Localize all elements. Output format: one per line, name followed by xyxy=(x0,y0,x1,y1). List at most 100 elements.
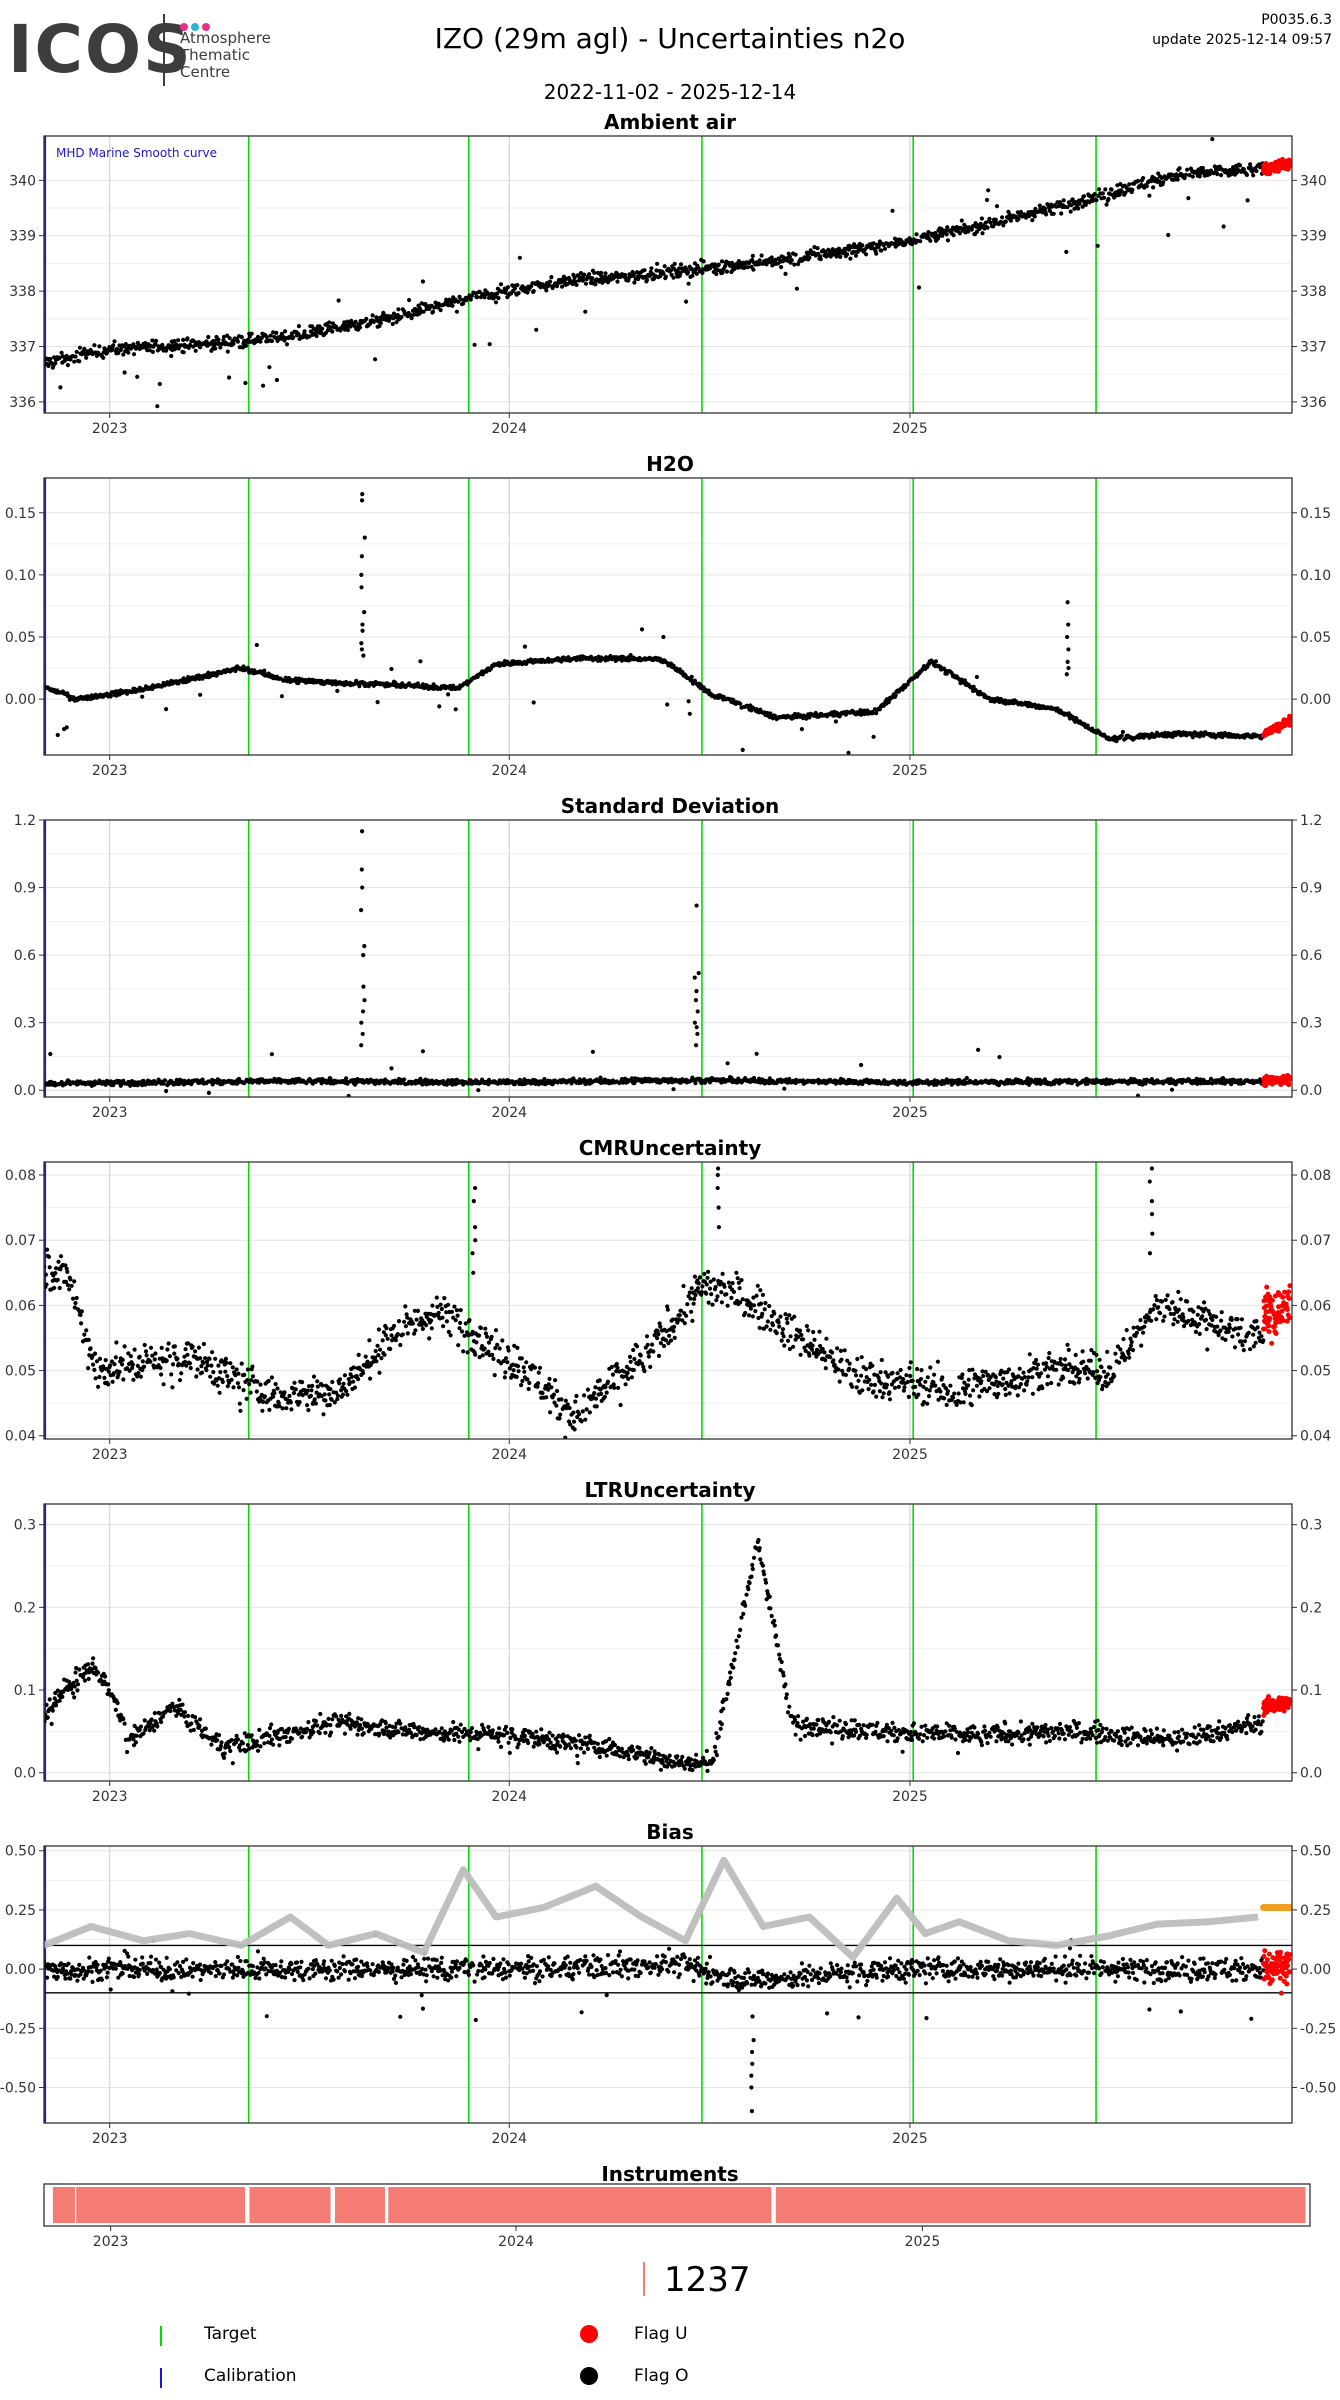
data-point xyxy=(359,1020,364,1025)
data-layer xyxy=(44,1166,1292,1439)
data-point xyxy=(1064,672,1069,677)
data-point xyxy=(716,1205,721,1210)
y-tick-label-right: 0.2 xyxy=(1300,1600,1322,1616)
panel-title-bias: Bias xyxy=(646,1820,694,1844)
data-point xyxy=(361,984,366,989)
x-tick-label: 2025 xyxy=(892,1447,928,1463)
panel-ltr: LTRUncertainty 0.0 0.0 0.1 0.1 0.2 0.2 0.3 0.3 20… xyxy=(14,1478,1323,1805)
y-tick-label-right: 0.06 xyxy=(1300,1298,1331,1314)
data-point xyxy=(1147,1179,1152,1184)
plot-area xyxy=(44,820,1292,1097)
y-tick-label-left: 0.3 xyxy=(14,1016,36,1032)
y-tick-label-right: 0.50 xyxy=(1300,1844,1331,1860)
data-point xyxy=(472,1225,478,1230)
panel-ambient: Ambient air MHD Marine Smooth curve 336 336… xyxy=(9,110,1327,437)
legend-flag-o-swatch xyxy=(580,2367,598,2385)
data-point xyxy=(749,2109,755,2114)
legend-calibration-label: Calibration xyxy=(204,2366,297,2386)
y-tick-label-left: 0.9 xyxy=(14,881,36,897)
panel-h2o: H2O 0.00 0.00 0.05 0.05 0.10 0.10 0.15 0.15 2023 2… xyxy=(5,452,1331,779)
y-tick-label-right: 0.25 xyxy=(1300,1903,1331,1919)
legend-flag-u-swatch xyxy=(580,2325,598,2343)
instrument-period xyxy=(334,2187,385,2223)
y-tick-label-right: 0.10 xyxy=(1300,568,1331,584)
legend-target-label: Target xyxy=(204,2324,257,2344)
data-point xyxy=(359,1043,364,1048)
data-point xyxy=(359,572,364,577)
y-tick-label-right: 1.2 xyxy=(1300,813,1322,829)
flag-u-points xyxy=(1261,1073,1292,1089)
y-tick-label-right: 0.0 xyxy=(1300,1083,1322,1099)
instrument-period xyxy=(775,2187,1306,2223)
version-label: P0035.6.3 xyxy=(1261,12,1332,28)
y-tick-label-left: 0.50 xyxy=(5,1844,36,1860)
logo-sub-line-3: Centre xyxy=(180,63,231,81)
data-point xyxy=(692,975,697,980)
x-tick-label: 2024 xyxy=(491,763,527,779)
x-tick-label: 2025 xyxy=(892,763,928,779)
y-tick-label-left: 340 xyxy=(9,173,36,189)
x-tick-label: 2023 xyxy=(92,1789,128,1805)
data-point xyxy=(1066,622,1071,627)
plot-area xyxy=(44,136,1292,413)
plot-frame xyxy=(43,1161,1293,1440)
y-tick-label-right: 0.1 xyxy=(1300,1683,1322,1699)
logo-dot-2 xyxy=(191,23,199,31)
data-point xyxy=(751,2038,756,2043)
data-point xyxy=(359,554,364,559)
data-point xyxy=(750,2014,755,2019)
y-tick-label-right: 0.04 xyxy=(1300,1429,1331,1445)
data-point xyxy=(360,1009,366,1014)
y-tick-label-left: 337 xyxy=(9,340,36,356)
data-point xyxy=(692,1020,697,1025)
y-tick-label-left: 0.0 xyxy=(14,1083,36,1099)
y-tick-label-left: 338 xyxy=(9,284,36,300)
data-point xyxy=(360,628,365,633)
data-point xyxy=(1065,659,1070,664)
data-point xyxy=(749,2073,754,2078)
data-point xyxy=(715,1166,721,1171)
data-point xyxy=(1150,1231,1155,1236)
x-tick-label: 2025 xyxy=(892,2131,928,2147)
data-point xyxy=(695,1009,700,1014)
y-tick-label-right: 0.07 xyxy=(1300,1233,1331,1249)
data-point xyxy=(471,1270,476,1275)
data-point xyxy=(716,1225,722,1230)
data-point xyxy=(362,944,367,949)
date-range: 2022-11-02 - 2025-12-14 xyxy=(543,80,797,104)
data-point xyxy=(470,1251,475,1256)
icos-logo: ICOS Atmosphere Thematic Centre xyxy=(8,10,308,90)
panel-title-ltr: LTRUncertainty xyxy=(585,1478,756,1502)
y-tick-label-left: 0.1 xyxy=(14,1683,36,1699)
y-tick-label-left: 0.05 xyxy=(5,630,36,646)
x-tick-label: 2024 xyxy=(491,2131,527,2147)
y-tick-label-left: 0.6 xyxy=(14,948,36,964)
uncertainty-charts: Ambient air MHD Marine Smooth curve 336 336… xyxy=(0,110,1336,2250)
y-tick-label-left: 0.08 xyxy=(5,1168,36,1184)
data-point xyxy=(359,641,364,646)
data-point xyxy=(1066,647,1071,652)
data-point xyxy=(360,1031,365,1037)
data-point xyxy=(361,953,366,958)
y-tick-label-right: 0.3 xyxy=(1300,1518,1322,1534)
data-point xyxy=(1149,1212,1155,1217)
data-point xyxy=(694,989,699,994)
instrument-period xyxy=(52,2187,76,2223)
data-point xyxy=(359,498,365,503)
data-point xyxy=(359,585,364,590)
data-point xyxy=(696,971,701,976)
data-point xyxy=(693,998,699,1003)
y-tick-label-left: 0.10 xyxy=(5,568,36,584)
data-point xyxy=(362,610,367,615)
x-tick-label: 2024 xyxy=(498,2234,534,2250)
smooth-curve-annotation: MHD Marine Smooth curve xyxy=(56,146,217,160)
y-tick-label-left: 0.0 xyxy=(14,1766,36,1782)
y-tick-label-left: 0.04 xyxy=(5,1429,36,1445)
x-tick-label: 2024 xyxy=(491,1105,527,1121)
panel-title-ambient: Ambient air xyxy=(604,110,736,134)
panel-title-h2o: H2O xyxy=(646,452,694,476)
y-tick-label-right: 0.6 xyxy=(1300,948,1322,964)
plot-frame xyxy=(43,819,1293,1098)
y-tick-label-right: -0.25 xyxy=(1300,2021,1336,2037)
x-tick-label: 2025 xyxy=(892,421,928,437)
